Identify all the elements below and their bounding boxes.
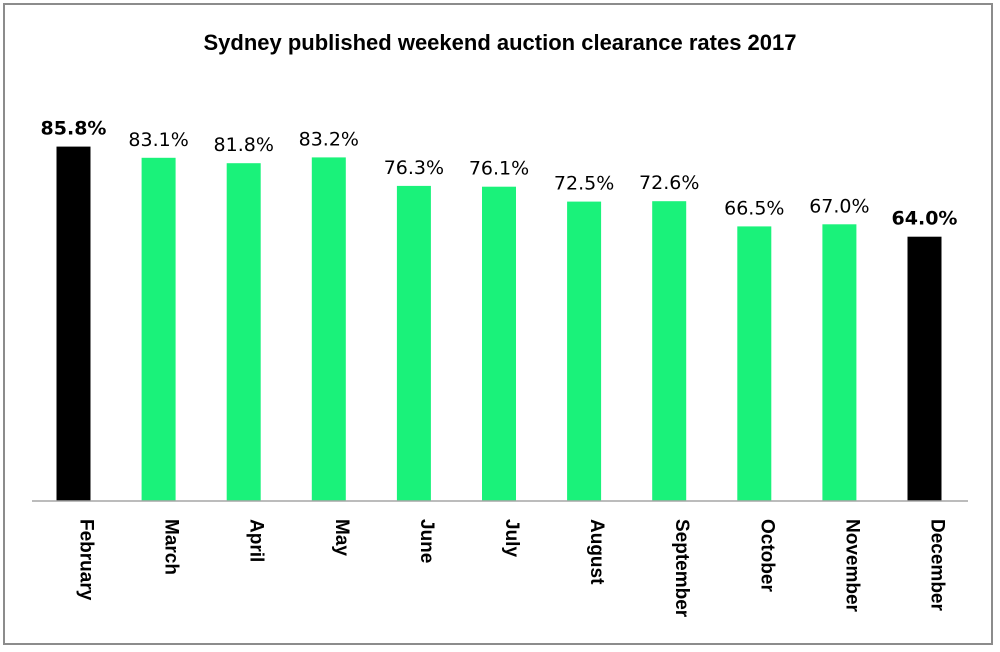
category-label-august: August (586, 519, 607, 585)
category-label-september: September (671, 519, 692, 618)
value-label-march: 83.1% (128, 129, 188, 151)
bar-april (226, 163, 261, 501)
category-label-october: October (756, 519, 777, 592)
category-label-may: May (331, 519, 352, 556)
bar-may (311, 157, 346, 501)
bar-october (737, 226, 772, 501)
category-label-november: November (841, 519, 862, 613)
value-label-october: 66.5% (724, 197, 784, 219)
category-labels-group: February March April May June July August Septe… (76, 519, 948, 618)
bar-september (652, 201, 687, 501)
value-label-june: 76.3% (384, 157, 444, 179)
value-label-july: 76.1% (469, 158, 529, 180)
value-label-november: 67.0% (809, 195, 869, 217)
bar-december (907, 236, 942, 501)
value-labels-group: 85.8% 83.1% 81.8% 83.2% 76.3% 76.1% 72.5% 72.6%… (41, 118, 958, 230)
bar-july (482, 186, 516, 501)
category-label-february: February (76, 519, 97, 601)
value-label-april: 81.8% (214, 134, 274, 156)
bar-march (141, 157, 176, 502)
value-label-february: 85.8% (41, 118, 107, 140)
chart-title: Sydney published weekend auction clearan… (203, 30, 796, 55)
bars-group (56, 146, 942, 502)
category-label-december: December (927, 519, 948, 611)
bar-february (56, 146, 91, 501)
value-label-september: 72.6% (639, 172, 699, 194)
value-label-august: 72.5% (554, 173, 614, 195)
category-label-june: June (416, 519, 437, 563)
bar-june (396, 185, 431, 501)
bar-august (567, 201, 602, 501)
value-label-may: 83.2% (299, 128, 359, 150)
value-label-december: 64.0% (892, 208, 958, 230)
category-label-april: April (246, 519, 267, 562)
bar-november (822, 224, 857, 502)
category-label-march: March (161, 519, 182, 575)
category-label-july: July (501, 519, 522, 557)
